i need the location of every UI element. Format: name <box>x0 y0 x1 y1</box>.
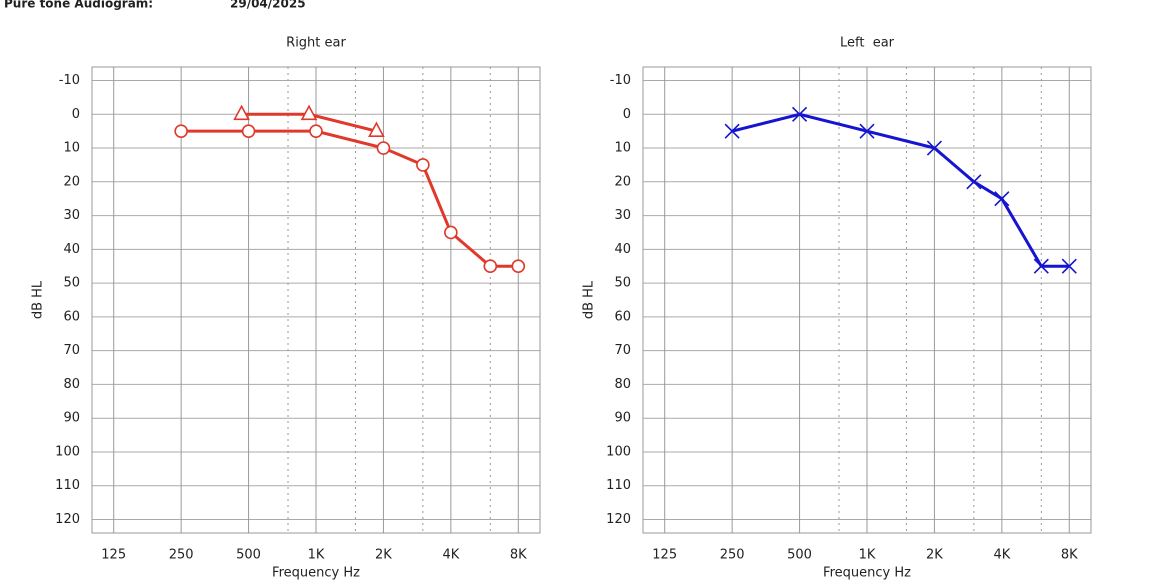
y-tick-label: 110 <box>55 478 80 493</box>
x-tick-label: 1K <box>859 548 876 563</box>
y-tick-label: 80 <box>63 377 80 392</box>
marker <box>1061 258 1077 274</box>
x-tick-label: 4K <box>442 548 459 563</box>
series-line <box>731 112 1070 268</box>
marker <box>994 191 1010 207</box>
y-tick-label: 60 <box>63 309 80 324</box>
x-tick-label: 500 <box>236 548 261 563</box>
x-axis-label: Frequency Hz <box>272 566 360 581</box>
y-tick-label: 100 <box>55 444 80 459</box>
marker <box>724 123 740 139</box>
header-date: 29/04/2025 <box>230 0 306 11</box>
x-axis-label: Frequency Hz <box>823 566 911 581</box>
marker <box>300 104 318 121</box>
y-tick-label: 90 <box>614 411 631 426</box>
y-axis-label: dB HL <box>582 280 597 319</box>
y-tick-label: 110 <box>606 478 631 493</box>
y-tick-label: 20 <box>63 174 80 189</box>
x-tick-label: 8K <box>1061 548 1078 563</box>
marker <box>483 259 498 274</box>
marker <box>859 123 875 139</box>
x-tick-label: 250 <box>720 548 745 563</box>
marker <box>416 158 430 172</box>
marker <box>792 106 808 122</box>
x-tick-label: 250 <box>169 548 194 563</box>
marker <box>241 124 256 138</box>
plot-frame <box>642 66 1092 534</box>
y-tick-label: 70 <box>63 343 80 358</box>
x-tick-label: 2K <box>926 548 943 563</box>
y-axis-label: dB HL <box>31 280 46 319</box>
marker <box>368 121 385 137</box>
y-tick-label: 0 <box>623 107 631 122</box>
y-tick-label: 60 <box>614 309 631 324</box>
y-tick-label: -10 <box>59 73 80 88</box>
marker <box>511 259 526 274</box>
y-tick-label: 40 <box>63 242 80 257</box>
marker <box>376 141 391 155</box>
y-tick-label: 70 <box>614 343 631 358</box>
x-tick-label: 1K <box>308 548 325 563</box>
x-tick-label: 8K <box>510 548 527 563</box>
y-tick-label: 10 <box>63 141 80 156</box>
y-tick-label: 10 <box>614 141 631 156</box>
series-line <box>181 129 519 268</box>
marker <box>233 104 250 121</box>
plot-frame <box>91 66 541 534</box>
y-tick-label: 50 <box>614 276 631 291</box>
x-tick-label: 125 <box>101 548 126 563</box>
y-tick-label: 50 <box>63 276 80 291</box>
chart-title: Right ear <box>286 36 346 51</box>
y-tick-label: 20 <box>614 174 631 189</box>
marker <box>444 225 458 240</box>
marker <box>926 140 942 156</box>
y-tick-label: -10 <box>610 73 631 88</box>
marker <box>966 174 982 190</box>
x-tick-label: 4K <box>993 548 1010 563</box>
chart-title: Left ear <box>840 36 895 51</box>
header-title: Pure tone Audiogram: <box>4 0 153 11</box>
y-tick-label: 80 <box>614 377 631 392</box>
marker <box>1033 258 1049 274</box>
x-tick-label: 500 <box>787 548 812 563</box>
y-tick-label: 120 <box>606 512 631 527</box>
y-tick-label: 30 <box>614 208 631 223</box>
y-tick-label: 30 <box>63 208 80 223</box>
x-tick-label: 125 <box>652 548 677 563</box>
marker <box>174 124 188 138</box>
y-tick-label: 40 <box>614 242 631 257</box>
y-tick-label: 90 <box>63 411 80 426</box>
x-tick-label: 2K <box>375 548 392 563</box>
y-tick-label: 0 <box>72 107 80 122</box>
y-tick-label: 120 <box>55 512 80 527</box>
marker <box>309 124 323 138</box>
y-tick-label: 100 <box>606 444 631 459</box>
